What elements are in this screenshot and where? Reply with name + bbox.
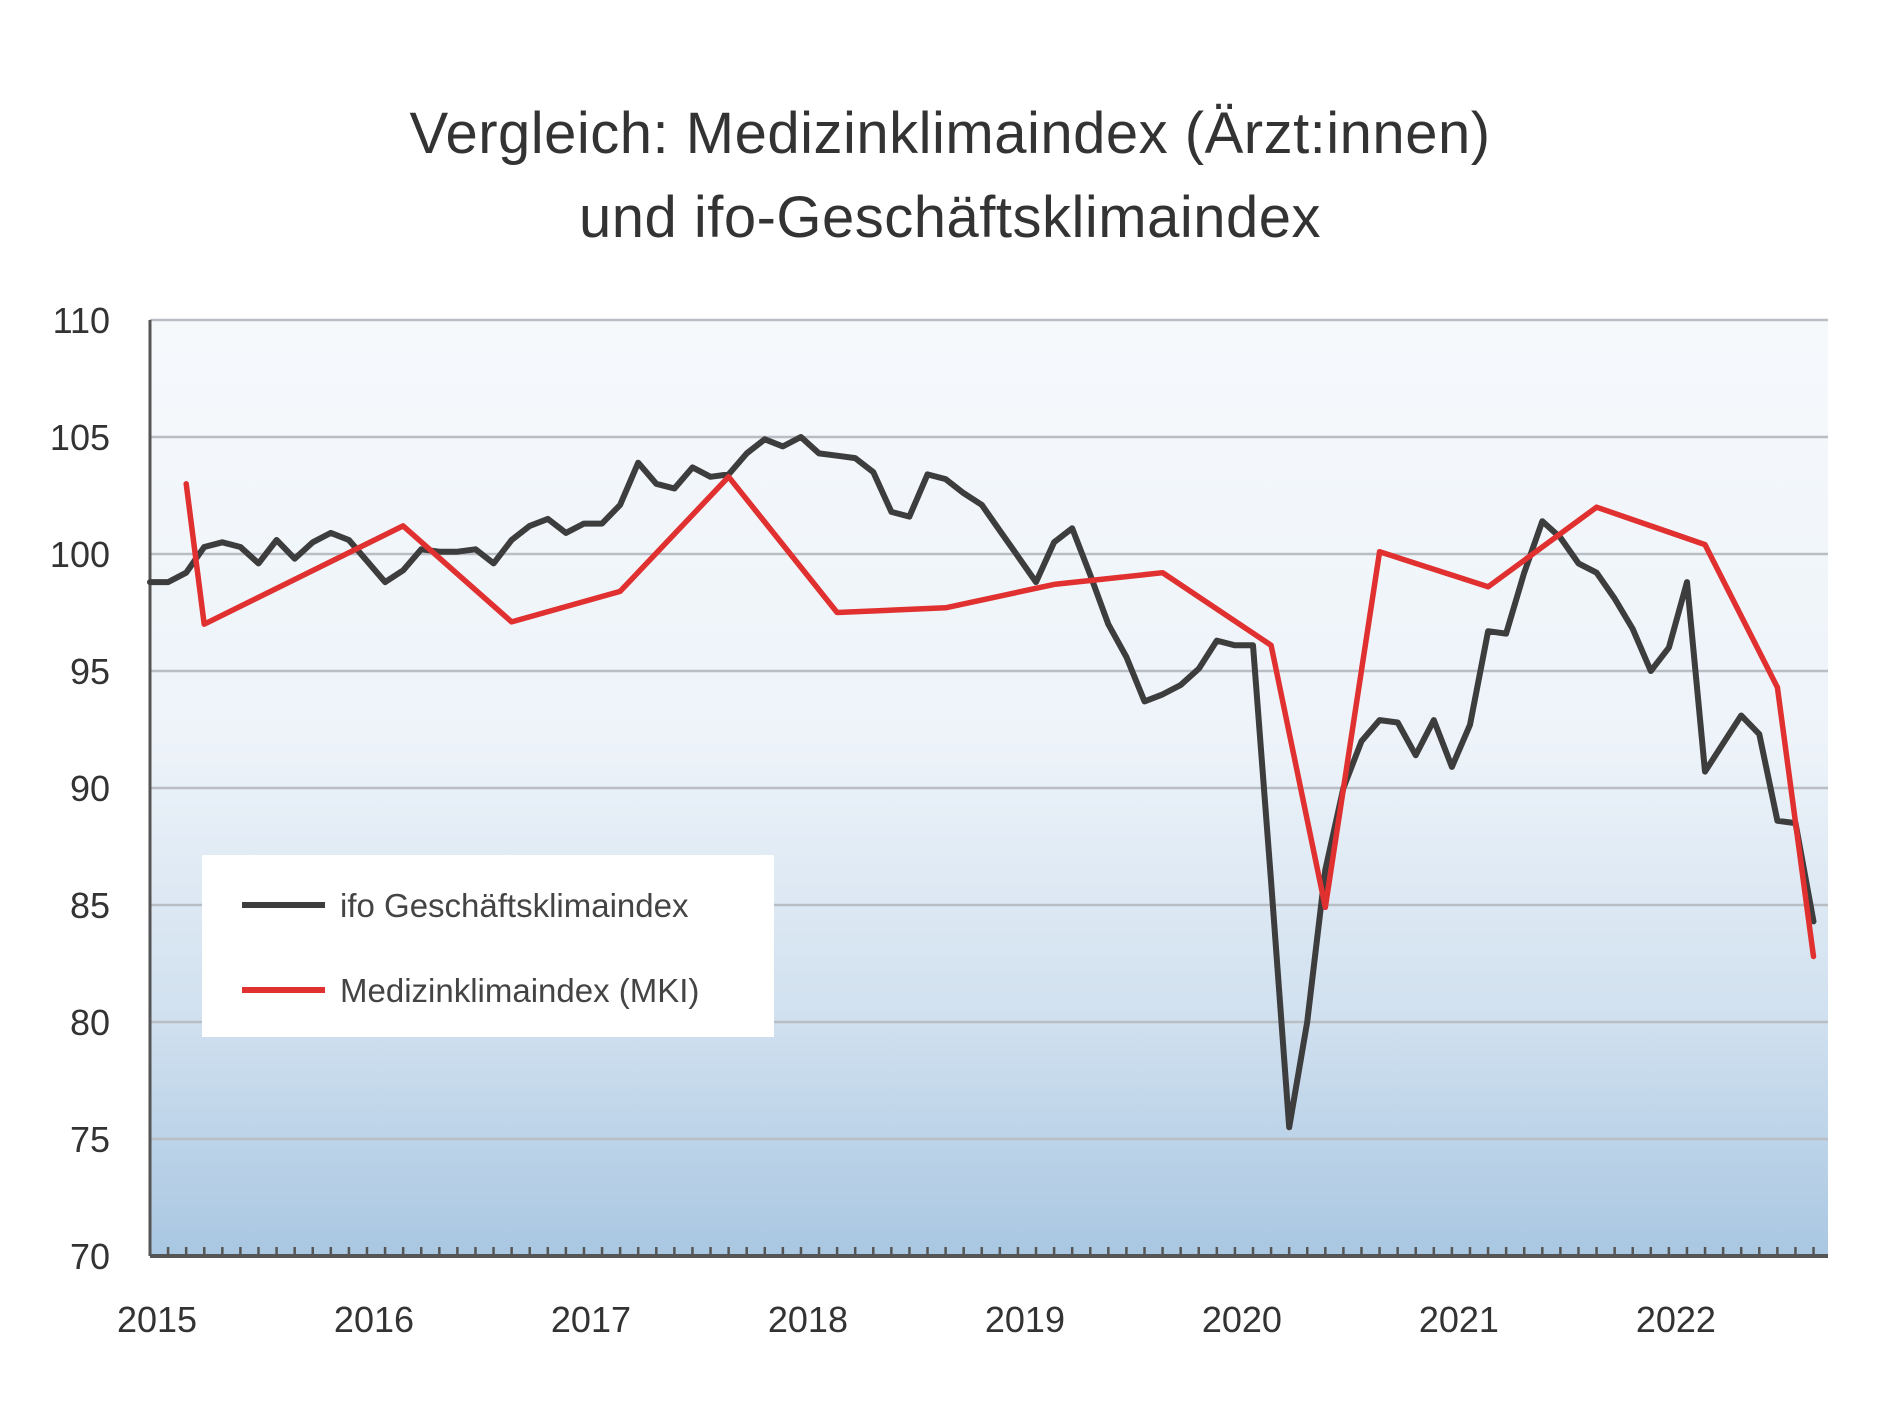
y-tick-label: 85 <box>70 885 110 926</box>
y-axis-ticks: 110 105 100 95 90 85 80 75 70 <box>50 300 110 1277</box>
y-tick-label: 105 <box>50 417 110 458</box>
y-tick-label: 80 <box>70 1002 110 1043</box>
y-tick-label: 95 <box>70 651 110 692</box>
x-tick-label: 2021 <box>1419 1299 1499 1340</box>
gridlines <box>150 318 1828 1141</box>
x-tick-label: 2016 <box>334 1299 414 1340</box>
x-tick-label: 2020 <box>1202 1299 1282 1340</box>
legend-label-ifo: ifo Geschäftsklimaindex <box>340 887 689 924</box>
chart-title-line-2: und ifo-Geschäftsklimaindex <box>578 185 1322 250</box>
x-tick-label: 2019 <box>985 1299 1065 1340</box>
series-line-mki <box>183 474 1817 960</box>
y-tick-label: 110 <box>53 300 110 341</box>
y-tick-label: 100 <box>50 534 110 575</box>
chart-title-line-1: Vergleich: Medizinklimaindex (Ärzt:innen… <box>409 101 1491 166</box>
legend: ifo Geschäftsklimaindex Medizinklimainde… <box>202 855 774 1037</box>
y-tick-label: 90 <box>70 768 110 809</box>
legend-box <box>202 855 774 1037</box>
x-tick-label: 2018 <box>768 1299 848 1340</box>
x-axis-ticks: 2015 2016 2017 2018 2019 2020 2021 2022 <box>117 1299 1716 1340</box>
y-tick-label: 70 <box>70 1236 110 1277</box>
x-tick-label: 2022 <box>1636 1299 1716 1340</box>
y-tick-label: 75 <box>70 1119 110 1160</box>
x-tick-label: 2015 <box>117 1299 197 1340</box>
legend-label-mki: Medizinklimaindex (MKI) <box>340 972 699 1009</box>
series-lines <box>147 434 1817 1131</box>
x-tick-label: 2017 <box>551 1299 631 1340</box>
